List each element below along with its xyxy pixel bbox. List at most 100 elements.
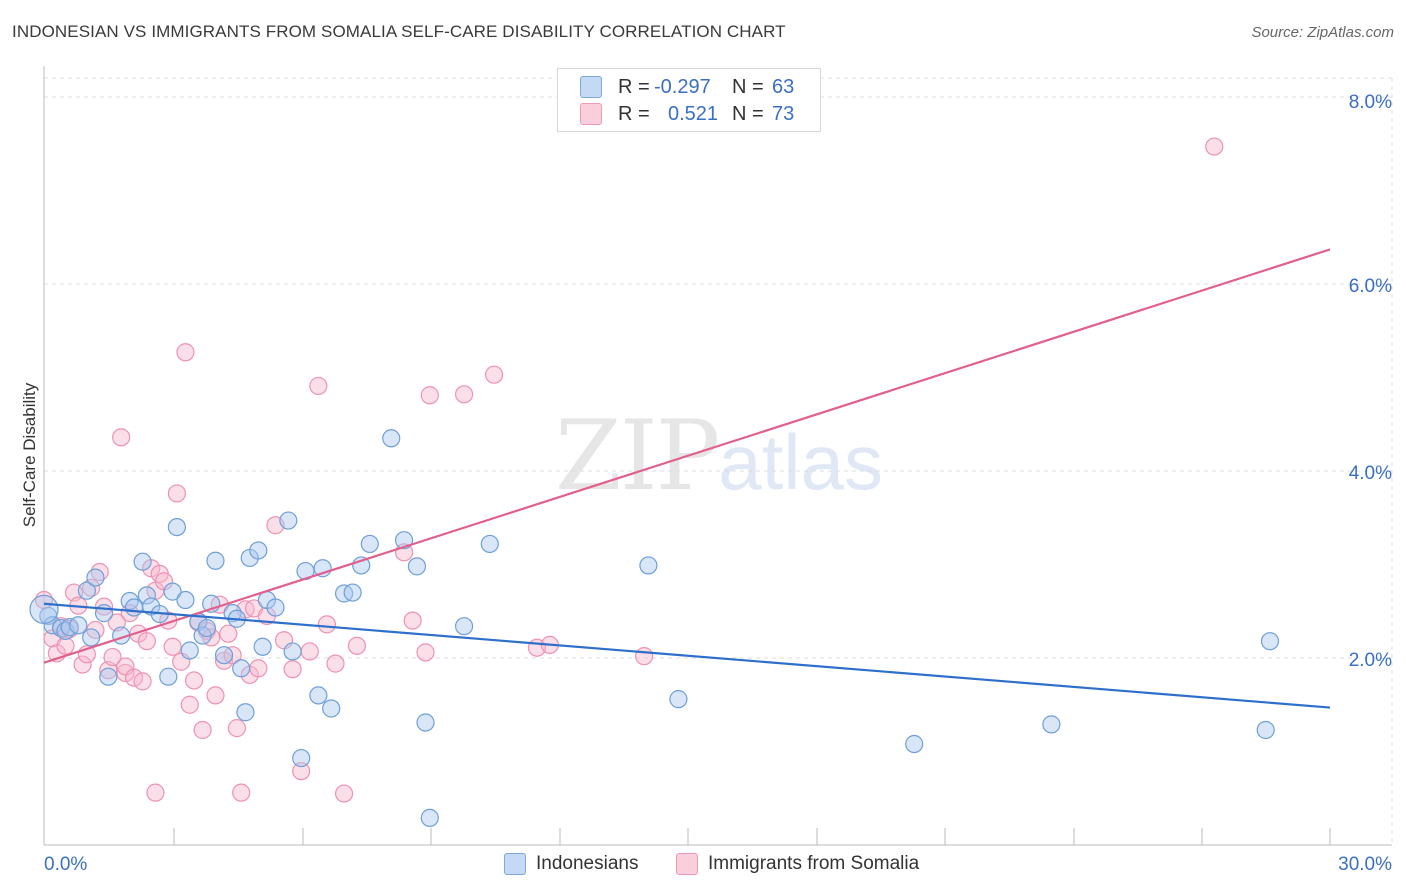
somalia-point <box>176 343 195 362</box>
somalia-point <box>317 615 337 634</box>
somalia-point <box>146 783 165 802</box>
stats-legend: R = -0.297 N = 63 R = 0.521 N = 73 <box>557 68 821 132</box>
chart-title: INDONESIAN VS IMMIGRANTS FROM SOMALIA SE… <box>12 22 786 41</box>
somalia-point <box>309 376 328 396</box>
y-tick-label: 4.0% <box>1349 463 1392 484</box>
indonesians-point <box>905 734 924 754</box>
somalia-point <box>416 643 435 662</box>
source-label: Source: ZipAtlas.com <box>1251 24 1394 41</box>
somalia-point <box>206 686 225 705</box>
watermark-atlas: atlas <box>718 418 883 506</box>
legend-r-value: -0.297 <box>654 75 711 98</box>
indonesians-point <box>180 641 199 660</box>
somalia-point <box>300 642 319 661</box>
indonesians-point <box>1256 720 1275 740</box>
indonesians-point <box>639 556 658 575</box>
x-tick-label-max: 30.0% <box>1338 854 1392 875</box>
watermark: ZIPatlas <box>555 400 883 512</box>
somalia-point <box>103 647 122 667</box>
y-tick-label: 2.0% <box>1349 650 1392 671</box>
somalia-point <box>193 720 212 740</box>
legend-n-value: 73 <box>772 102 795 125</box>
indonesians-point <box>124 598 144 617</box>
somalia-point <box>219 624 238 643</box>
indonesians-point <box>77 581 96 600</box>
somalia-point <box>227 719 246 738</box>
bottom-legend-label: Indonesians <box>536 853 639 874</box>
series-somalia-points <box>34 137 1224 803</box>
somalia-point <box>249 659 268 678</box>
somalia-trend-line <box>43 248 1331 664</box>
bottom-legend-label: Immigrants from Somalia <box>708 853 920 874</box>
somalia-point <box>347 636 367 655</box>
bottom-legend-indonesians: Indonesians <box>504 850 638 878</box>
bottom-legend-swatch-blue <box>504 853 526 875</box>
indonesians-trend-line <box>43 602 1331 709</box>
legend-r-label: R = <box>618 102 650 125</box>
indonesians-point <box>407 557 427 576</box>
indonesians-point <box>292 748 311 768</box>
indonesians-point <box>416 713 435 732</box>
legend-swatch-blue <box>580 76 602 98</box>
somalia-point <box>184 671 204 690</box>
indonesians-point <box>133 552 152 571</box>
bottom-legend-somalia: Immigrants from Somalia <box>676 850 919 878</box>
somalia-point <box>334 784 354 803</box>
legend-row-somalia: R = 0.521 N = 73 <box>580 102 794 126</box>
indonesians-point <box>283 642 302 661</box>
y-axis-label: Self-Care Disability <box>20 382 39 528</box>
indonesians-point <box>232 659 251 678</box>
somalia-point <box>163 637 182 656</box>
somalia-point <box>137 632 156 651</box>
somalia-point <box>167 484 186 503</box>
indonesians-point <box>279 511 298 530</box>
indonesians-point <box>163 582 182 601</box>
somalia-point <box>292 762 311 781</box>
indonesians-point <box>360 534 379 554</box>
somalia-point <box>403 611 422 630</box>
legend-r-value: 0.521 <box>668 102 719 125</box>
legend-row-indonesians: R = -0.297 N = 63 <box>580 75 794 99</box>
indonesians-point <box>69 616 88 635</box>
somalia-point <box>94 597 114 616</box>
indonesians-point <box>420 808 439 827</box>
indonesians-point <box>86 568 105 587</box>
indonesians-point <box>82 628 101 647</box>
legend-n-label: N = <box>732 102 764 125</box>
indonesians-point <box>236 703 255 722</box>
somalia-point <box>56 636 75 655</box>
indonesians-point <box>137 586 156 605</box>
series-indonesians-points <box>29 429 1280 827</box>
indonesians-point <box>159 667 178 686</box>
legend-r-label: R = <box>618 75 650 98</box>
indonesians-point <box>1260 632 1280 651</box>
axes <box>43 66 1392 846</box>
y-tick-label: 6.0% <box>1349 276 1392 297</box>
indonesians-point <box>266 598 285 617</box>
trend-lines <box>43 248 1331 709</box>
somalia-point <box>232 783 251 802</box>
indonesians-point <box>29 594 59 624</box>
indonesians-point <box>167 517 186 537</box>
somalia-point <box>283 660 302 679</box>
watermark-zip: ZIP <box>555 400 720 512</box>
somalia-point <box>485 365 504 384</box>
tick-labels: 2.0% 4.0% 6.0% 8.0% 0.0% 30.0% <box>44 92 1392 875</box>
somalia-point <box>1205 137 1224 156</box>
indonesians-point <box>382 429 401 448</box>
indonesians-point <box>322 699 341 718</box>
indonesians-point <box>253 637 272 656</box>
legend-n-label: N = <box>732 75 764 98</box>
somalia-point <box>326 654 345 673</box>
somalia-point <box>635 647 654 666</box>
somalia-point <box>180 695 199 714</box>
indonesians-point <box>454 617 474 636</box>
somalia-point <box>112 428 131 447</box>
indonesians-point <box>214 646 234 665</box>
indonesians-point <box>99 667 118 686</box>
indonesians-point <box>249 541 268 560</box>
grid-lines <box>44 77 1393 845</box>
somalia-point <box>454 385 474 404</box>
indonesians-point <box>1042 715 1061 734</box>
